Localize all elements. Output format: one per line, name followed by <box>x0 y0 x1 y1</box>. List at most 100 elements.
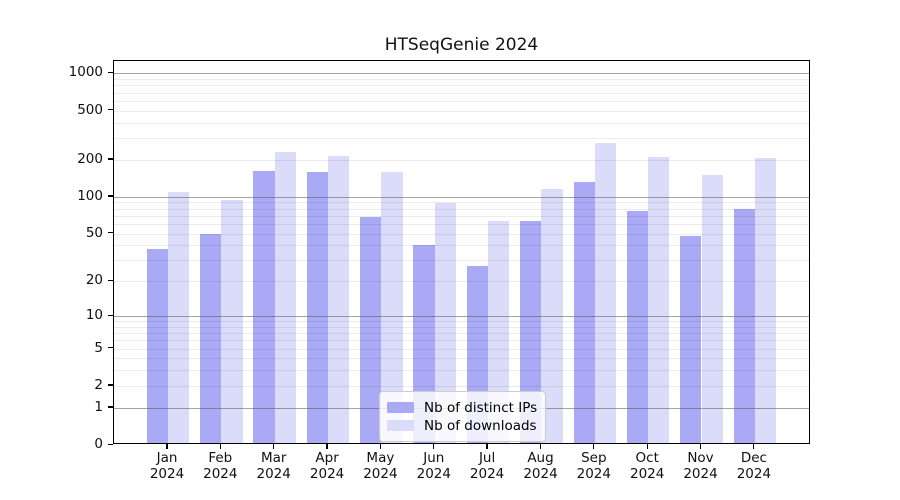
y-tick-mark <box>108 314 113 316</box>
bar-downloads-jan <box>168 192 190 443</box>
bar-downloads-dec <box>754 158 777 443</box>
bar-downloads-jul <box>488 221 510 443</box>
bar-downloads-jun <box>434 202 457 443</box>
y-tick-mark <box>108 158 113 160</box>
minor-gridline <box>114 281 809 283</box>
major-gridline <box>114 316 809 318</box>
minor-gridline <box>114 208 809 210</box>
y-tick-mark <box>108 232 113 234</box>
x-tick-label: Nov 2024 <box>683 450 718 482</box>
minor-gridline <box>114 326 809 328</box>
minor-gridline <box>114 202 809 204</box>
x-tick-label: Feb 2024 <box>203 450 238 482</box>
y-tick-mark <box>108 443 113 445</box>
bar-distinct-ips-feb <box>200 233 222 443</box>
bar-distinct-ips-dec <box>733 208 755 443</box>
bar-downloads-sep <box>594 142 617 443</box>
major-gridline <box>114 73 809 75</box>
minor-gridline <box>114 223 809 225</box>
y-tick-mark <box>108 195 113 197</box>
y-tick-label: 500 <box>77 101 103 118</box>
bar-distinct-ips-sep <box>573 181 595 443</box>
minor-gridline <box>114 233 809 235</box>
minor-gridline <box>114 159 809 161</box>
y-tick-label: 50 <box>85 224 103 241</box>
x-tick-label: Jul 2024 <box>469 450 505 482</box>
minor-gridline <box>114 340 809 342</box>
y-tick-mark <box>108 384 113 386</box>
x-tick-mark <box>699 444 702 449</box>
x-tick-mark <box>326 444 328 449</box>
y-tick-label: 10 <box>85 307 103 323</box>
x-tick-label: Mar 2024 <box>256 450 291 482</box>
bar-downloads-mar <box>274 152 296 443</box>
x-tick-label: Oct 2024 <box>630 450 665 482</box>
y-tick-mark <box>108 347 113 349</box>
y-tick-label: 0 <box>94 436 103 452</box>
y-tick-mark <box>108 406 113 408</box>
chart-title: HTSeqGenie 2024 <box>384 35 539 55</box>
bar-downloads-nov <box>701 175 723 443</box>
minor-gridline <box>114 85 809 87</box>
y-tick-label: 2 <box>94 376 103 393</box>
y-tick-label: 5 <box>94 339 103 356</box>
legend-swatch-distinct-ips <box>387 402 414 413</box>
y-tick-label: 20 <box>85 272 103 289</box>
minor-gridline <box>114 321 809 323</box>
x-tick-mark <box>166 444 168 449</box>
bar-downloads-feb <box>221 200 243 443</box>
y-tick-mark <box>108 279 113 282</box>
bar-distinct-ips-aug <box>520 221 542 443</box>
minor-gridline <box>114 215 809 217</box>
minor-gridline <box>114 385 809 387</box>
bar-distinct-ips-apr <box>306 172 329 443</box>
x-tick-label: Aug 2024 <box>523 450 558 482</box>
bar-downloads-apr <box>328 155 350 443</box>
x-tick-mark <box>219 444 222 449</box>
minor-gridline <box>114 100 809 102</box>
minor-gridline <box>114 110 809 112</box>
bar-distinct-ips-nov <box>680 235 702 443</box>
x-tick-label: Jan 2024 <box>149 450 185 482</box>
minor-gridline <box>114 333 809 335</box>
x-tick-mark <box>753 444 755 449</box>
bar-distinct-ips-may <box>360 216 382 443</box>
minor-gridline <box>114 348 809 350</box>
x-tick-label: Apr 2024 <box>309 450 345 482</box>
legend-label-distinct-ips: Nb of distinct IPs <box>424 399 538 416</box>
x-tick-mark <box>433 444 435 449</box>
minor-gridline <box>114 138 809 139</box>
x-tick-label: Jun 2024 <box>416 450 451 482</box>
x-tick-label: Dec 2024 <box>736 450 772 482</box>
minor-gridline <box>114 245 809 247</box>
legend-item-distinct-ips: Nb of distinct IPs <box>387 399 537 416</box>
y-tick-mark <box>108 71 113 74</box>
x-tick-mark <box>539 444 542 449</box>
minor-gridline <box>114 79 809 80</box>
x-tick-mark <box>646 444 648 449</box>
minor-gridline <box>114 370 809 372</box>
minor-gridline <box>114 260 809 262</box>
y-tick-label: 200 <box>77 150 103 167</box>
x-tick-label: Sep 2024 <box>576 450 611 482</box>
major-gridline <box>114 196 809 198</box>
legend-item-downloads: Nb of downloads <box>387 417 537 434</box>
bar-distinct-ips-mar <box>253 171 275 443</box>
legend-swatch-downloads <box>387 420 414 431</box>
bar-distinct-ips-oct <box>626 210 649 443</box>
legend-label-downloads: Nb of downloads <box>424 417 537 434</box>
minor-gridline <box>114 358 809 360</box>
y-tick-mark <box>108 109 113 111</box>
y-tick-label: 100 <box>77 187 103 204</box>
y-tick-label: 1000 <box>68 64 103 81</box>
x-tick-mark <box>593 444 595 449</box>
x-tick-mark <box>273 444 275 449</box>
x-tick-label: May 2024 <box>363 450 398 482</box>
minor-gridline <box>114 92 809 94</box>
bar-downloads-may <box>381 172 403 443</box>
bar-downloads-oct <box>648 157 670 443</box>
plot-area <box>113 60 810 444</box>
y-tick-label: 1 <box>94 398 103 415</box>
x-tick-mark <box>486 444 488 449</box>
